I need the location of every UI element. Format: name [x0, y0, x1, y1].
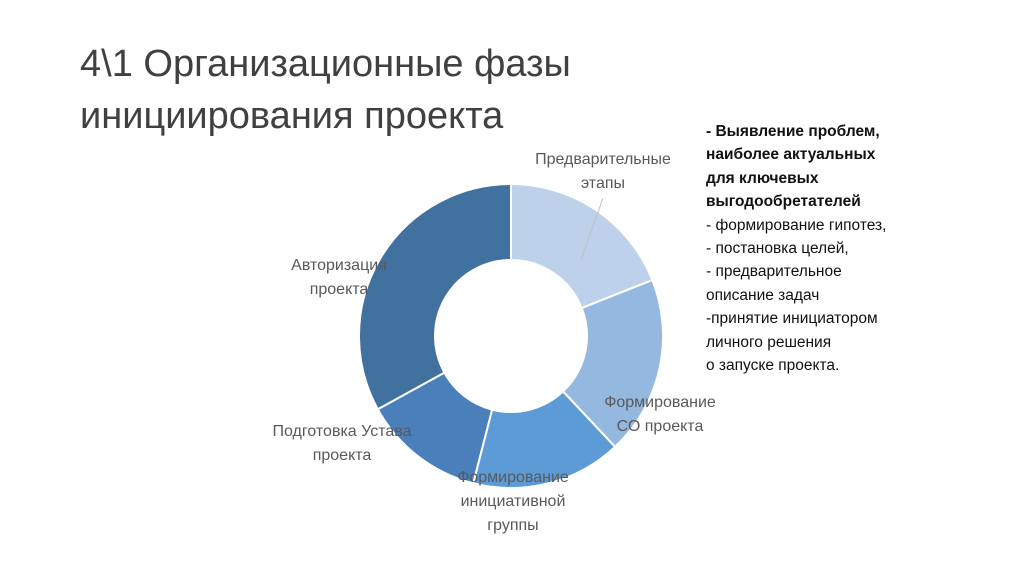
- notes-line: -принятие инициатором: [706, 310, 878, 328]
- donut-slice: [358, 182, 512, 411]
- slice-label: Предварительные: [535, 151, 671, 168]
- slice-label: проекта: [313, 447, 372, 464]
- slice-label: Формирование: [604, 394, 716, 411]
- notes-list: - Выявление проблем, наиболее актуальных…: [706, 120, 1006, 377]
- notes-line: наиболее актуальных: [706, 146, 876, 164]
- slice-label: этапы: [581, 175, 625, 192]
- notes-line: описание задач: [706, 286, 820, 304]
- slide-title: 4\1 Организационные фазы инициирования п…: [80, 38, 700, 142]
- label-leader-line: [580, 197, 604, 261]
- notes-line: о запуске проекта.: [706, 357, 840, 375]
- slice-label: Формирование: [457, 469, 569, 486]
- slice-label: группы: [487, 517, 538, 534]
- notes-line: для ключевых: [706, 169, 819, 187]
- slice-label: Авторизация: [291, 257, 387, 274]
- notes-line: - формирование гипотез,: [706, 216, 887, 234]
- donut-slice: [561, 278, 664, 449]
- notes-line: личного решения: [706, 333, 832, 351]
- slice-label: Подготовка Устава: [272, 423, 411, 440]
- notes-line: - Выявление проблем,: [706, 123, 880, 140]
- notes-line: - постановка целей,: [706, 240, 849, 258]
- notes-line: выгодообретателей: [706, 193, 861, 211]
- slice-label: проекта: [310, 281, 369, 298]
- slide-title-line-1: 4\1 Организационные фазы: [80, 43, 571, 85]
- donut-slice: [510, 182, 654, 310]
- notes-line: - предварительное: [706, 263, 842, 281]
- slice-label: СО проекта: [617, 418, 704, 435]
- slice-label: инициативной: [461, 493, 566, 510]
- slide-title-line-2: инициирования проекта: [80, 95, 504, 137]
